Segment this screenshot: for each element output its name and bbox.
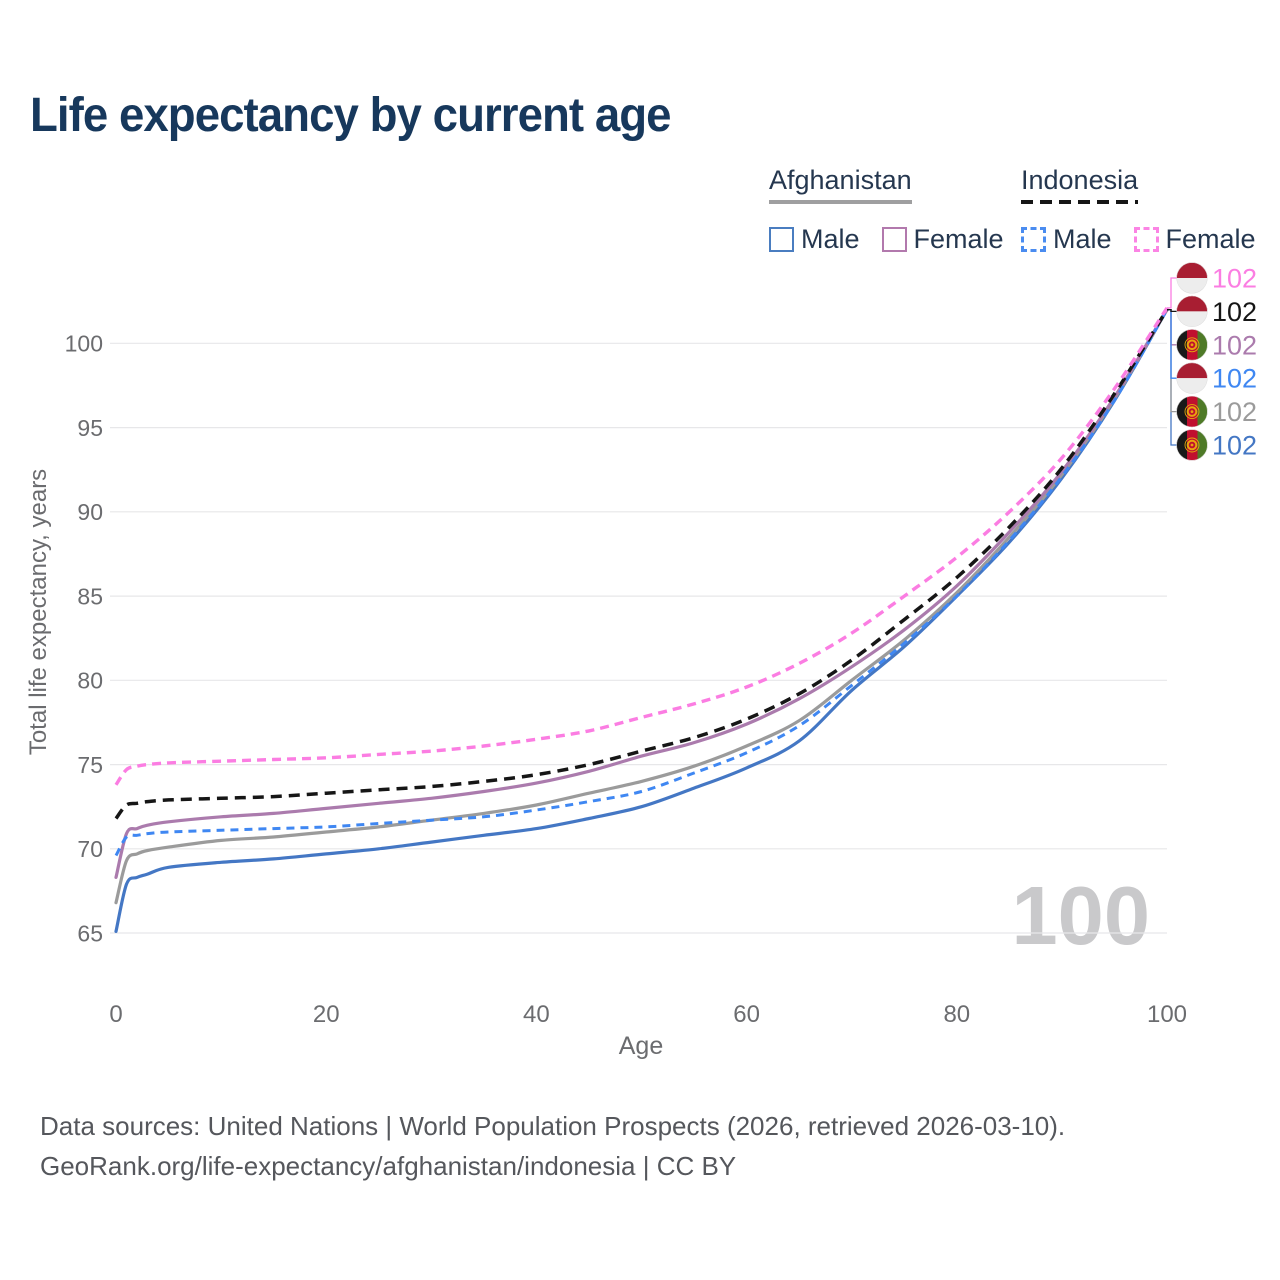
data-sources-footer: Data sources: United Nations | World Pop… bbox=[40, 1106, 1065, 1187]
end-value-label-afghanistan: 102 bbox=[1212, 397, 1257, 427]
legend-label-afghanistan-male: Male bbox=[801, 224, 860, 254]
leader-line-afghanistan-male bbox=[1167, 308, 1177, 446]
y-tick-label-65: 65 bbox=[77, 920, 103, 946]
afghanistan-solid-line-key bbox=[769, 199, 912, 204]
afghanistan-flag-icon bbox=[1176, 329, 1208, 361]
x-tick-label-100: 100 bbox=[1147, 1001, 1187, 1028]
x-axis-title: Age bbox=[619, 1032, 663, 1060]
y-tick-label-95: 95 bbox=[77, 415, 103, 441]
legend-label-afghanistan-female: Female bbox=[913, 224, 1004, 254]
legend-country-indonesia[interactable]: Indonesia bbox=[1021, 165, 1139, 195]
legend-group-indonesia-heading[interactable]: Indonesia bbox=[1021, 165, 1139, 204]
leader-line-afghanistan bbox=[1167, 308, 1177, 413]
series-line-indonesia[interactable] bbox=[114, 308, 1169, 820]
legend-group-afghanistan-heading[interactable]: Afghanistan bbox=[769, 165, 912, 204]
leader-line-indonesia-female bbox=[1167, 277, 1177, 309]
x-tick-label-40: 40 bbox=[523, 1001, 550, 1028]
legend-country-afghanistan[interactable]: Afghanistan bbox=[769, 165, 912, 195]
afghanistan-male-swatch-icon[interactable] bbox=[769, 227, 794, 252]
end-value-label-afghanistan-female: 102 bbox=[1212, 330, 1257, 360]
x-tick-label-20: 20 bbox=[313, 1001, 340, 1028]
indonesia-female-swatch-icon[interactable] bbox=[1133, 227, 1159, 252]
x-tick-label-0: 0 bbox=[109, 1001, 122, 1028]
legend-item-indonesia-male[interactable]: Male bbox=[1021, 224, 1112, 255]
y-tick-label-75: 75 bbox=[77, 752, 103, 778]
legend-label-indonesia-male: Male bbox=[1053, 224, 1112, 254]
indonesia-flag-icon bbox=[1176, 295, 1208, 327]
leader-line-indonesia-male bbox=[1167, 308, 1177, 379]
footer-attribution-line: GeoRank.org/life-expectancy/afghanistan/… bbox=[40, 1151, 737, 1182]
indonesia-dashed-line-key bbox=[1021, 199, 1139, 204]
afghanistan-flag-icon bbox=[1176, 396, 1208, 428]
legend-item-afghanistan-male[interactable]: Male bbox=[769, 224, 860, 255]
series-line-afghanistan-female[interactable] bbox=[114, 308, 1169, 879]
y-axis-title: Total life expectancy, years bbox=[25, 469, 52, 755]
legend-row-indonesia: Male Female bbox=[1021, 224, 1278, 255]
x-tick-label-80: 80 bbox=[943, 1001, 970, 1028]
leader-line-afghanistan-female bbox=[1167, 308, 1177, 346]
legend-label-indonesia-female: Female bbox=[1165, 224, 1256, 254]
afghanistan-flag-icon bbox=[1176, 429, 1208, 461]
series-line-indonesia-male[interactable] bbox=[114, 308, 1169, 857]
indonesia-flag-icon bbox=[1176, 262, 1208, 294]
y-tick-label-90: 90 bbox=[77, 499, 103, 525]
y-tick-label-85: 85 bbox=[77, 583, 103, 609]
end-value-label-indonesia-male: 102 bbox=[1212, 364, 1257, 394]
series-line-indonesia-female[interactable] bbox=[114, 306, 1169, 786]
footer-sources-line: Data sources: United Nations | World Pop… bbox=[40, 1111, 1066, 1141]
series-line-afghanistan[interactable] bbox=[114, 308, 1169, 905]
end-value-label-indonesia-female: 102 bbox=[1212, 264, 1257, 294]
legend-item-afghanistan-female[interactable]: Female bbox=[881, 224, 1004, 255]
afghanistan-female-swatch-icon[interactable] bbox=[881, 227, 907, 252]
legend-item-indonesia-female[interactable]: Female bbox=[1133, 224, 1256, 255]
legend-row-afghanistan: Male Female bbox=[769, 224, 1026, 255]
end-value-label-indonesia: 102 bbox=[1212, 297, 1257, 327]
end-value-label-afghanistan-male: 102 bbox=[1212, 431, 1257, 461]
indonesia-flag-icon bbox=[1176, 362, 1208, 394]
x-tick-label-60: 60 bbox=[733, 1001, 760, 1028]
y-tick-label-80: 80 bbox=[77, 668, 103, 694]
y-tick-label-100: 100 bbox=[65, 331, 103, 357]
leader-line-indonesia bbox=[1167, 308, 1177, 313]
page-title: Life expectancy by current age bbox=[30, 89, 672, 142]
age-counter-watermark: 100 bbox=[1012, 869, 1150, 962]
indonesia-male-swatch-icon[interactable] bbox=[1021, 227, 1046, 252]
y-tick-label-70: 70 bbox=[77, 836, 103, 862]
